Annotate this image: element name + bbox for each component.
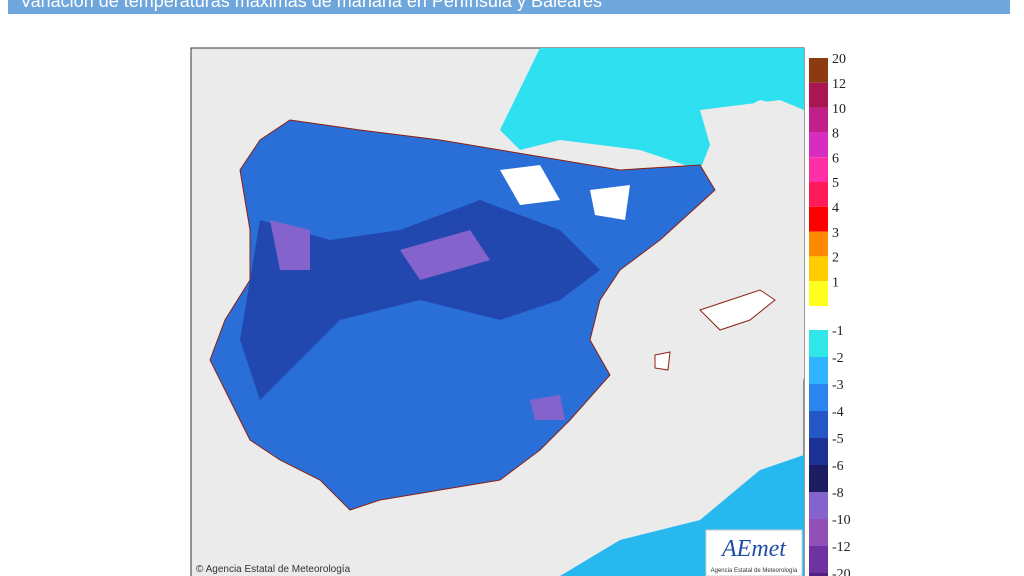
legend-swatch [809, 357, 828, 384]
france [500, 48, 804, 170]
legend-swatch [809, 107, 828, 133]
legend-label: -5 [832, 432, 844, 447]
legend-label: 3 [832, 226, 839, 241]
legend-swatch [809, 82, 828, 108]
legend-label: -1 [832, 324, 844, 339]
legend-label: -2 [832, 351, 844, 366]
legend-swatch [809, 519, 828, 546]
legend-swatch [809, 132, 828, 158]
legend: 20 12 10 8 6 5 4 3 2 1 -1 -2 -3 -4 -5 -6 -8 -10 -12 -20 [809, 52, 851, 576]
title: Variación de temperaturas máximas de mañ… [20, 0, 602, 11]
mild-zone [500, 165, 630, 220]
iberia [209, 119, 716, 511]
legend-swatch [809, 546, 828, 573]
legend-swatch [809, 157, 828, 182]
legend-swatch [809, 384, 828, 411]
legend-label: 10 [832, 102, 846, 117]
legend-label: -12 [832, 540, 851, 555]
legend-swatch [809, 492, 828, 519]
legend-label: -3 [832, 378, 844, 393]
copyright: © Agencia Estatal de Meteorología [196, 564, 351, 575]
legend-label: 1 [832, 275, 839, 290]
logo-subtitle: Agencia Estatal de Meteorología [711, 568, 798, 574]
legend-label: -10 [832, 513, 851, 528]
legend-label: -6 [832, 459, 844, 474]
legend-label: 5 [832, 176, 839, 191]
legend-label: 12 [832, 77, 846, 92]
legend-label: -4 [832, 405, 844, 420]
legend-label: 2 [832, 251, 839, 266]
baleares [654, 289, 776, 371]
legend-swatch [809, 231, 828, 257]
legend-swatch [809, 206, 828, 232]
legend-label: 20 [832, 52, 846, 67]
legend-label: 6 [832, 151, 839, 166]
logo: AEmet [720, 536, 787, 562]
legend-label: -8 [832, 486, 844, 501]
legend-swatch [809, 465, 828, 492]
legend-swatch [809, 438, 828, 465]
sea [700, 100, 804, 380]
legend-label: -20 [832, 567, 851, 576]
logo-box [705, 529, 803, 576]
legend-swatch [809, 58, 828, 83]
legend-swatch [809, 330, 828, 357]
header-bar: Variación de temperaturas máximas de mañ… [8, 0, 1010, 14]
legend-label: 8 [832, 127, 839, 142]
legend-swatch [809, 411, 828, 438]
legend-swatch [809, 573, 828, 576]
legend-swatch [809, 182, 828, 207]
legend-swatch [809, 256, 828, 282]
cold-zone [240, 200, 600, 400]
legend-swatch [809, 281, 828, 306]
very-cold-zone [270, 220, 565, 420]
legend-label: 4 [832, 201, 839, 216]
